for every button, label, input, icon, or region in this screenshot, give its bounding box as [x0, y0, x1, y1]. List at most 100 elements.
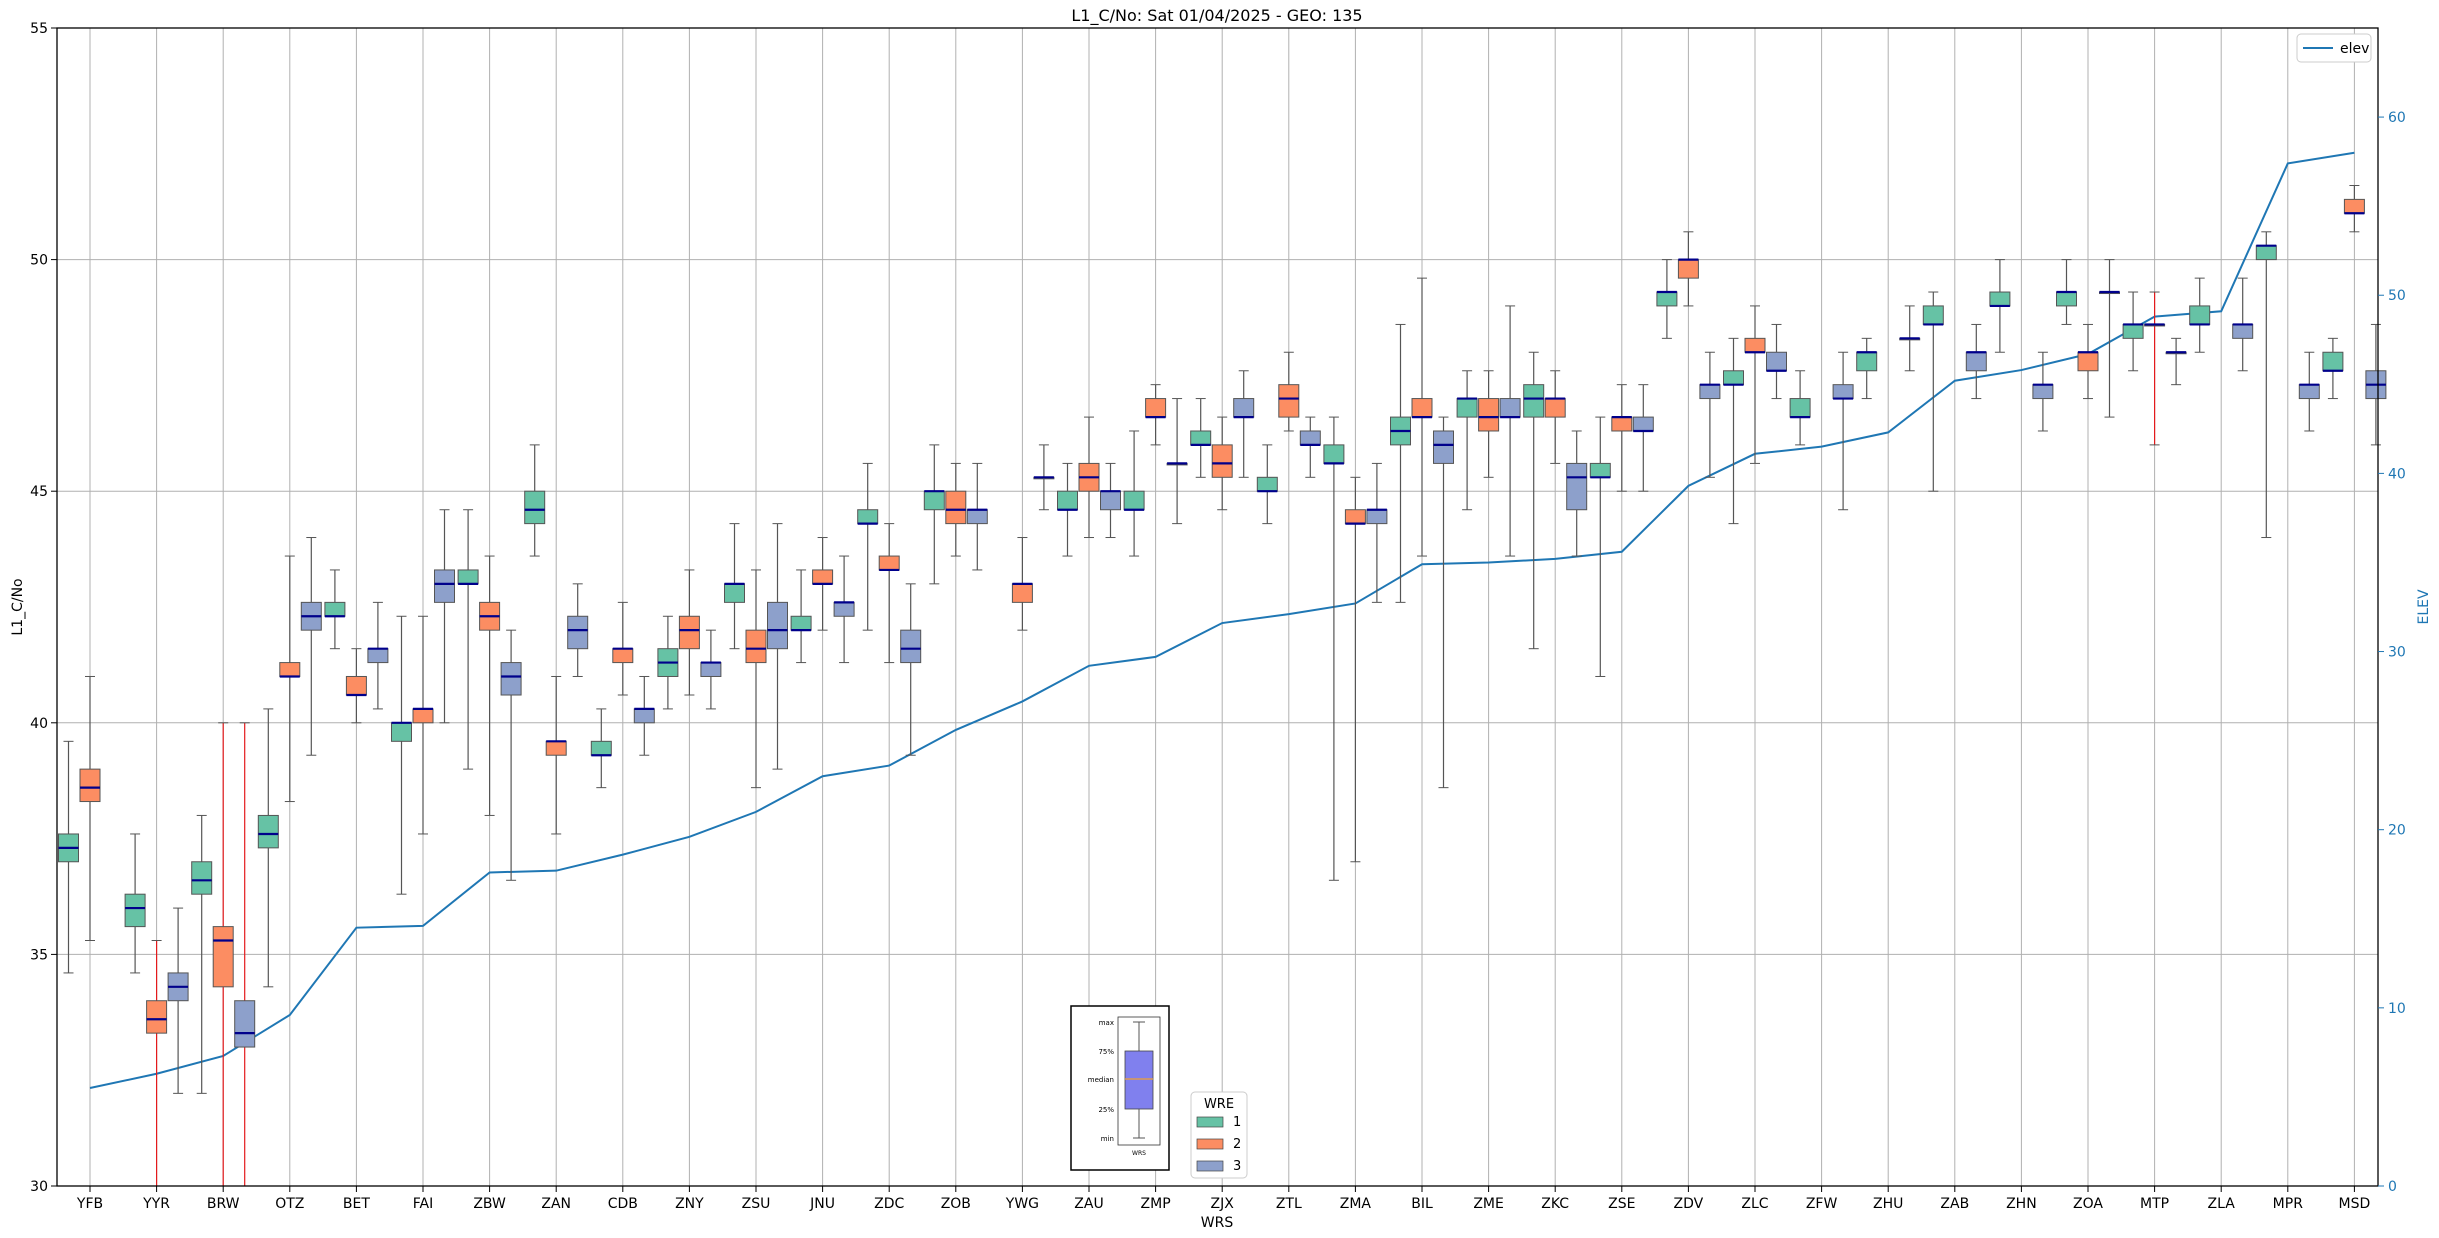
y2-axis-ticks: 0 10 20 30 40 50 60 [2378, 110, 2406, 1195]
iqr-box [500, 662, 522, 696]
box-key-inset: max 75% median 25% min WRS [1070, 1005, 1170, 1171]
x-axis-label: WRS [1201, 1215, 1234, 1231]
elev-legend-frame [2296, 33, 2372, 63]
iqr-box [1211, 444, 1233, 478]
box-wre-2 [79, 675, 101, 942]
box-wre-2 [1544, 370, 1566, 464]
y2-tick-label: 60 [2388, 110, 2406, 126]
iqr-box [1323, 444, 1345, 464]
box-wre-2 [2077, 323, 2099, 400]
y-tick-label: 30 [30, 1179, 48, 1195]
x-tick-label: YFB [76, 1196, 103, 1212]
iqr-box [191, 861, 213, 895]
box-wre-1 [724, 523, 745, 650]
box-wre-1 [2056, 259, 2077, 325]
x-tick-label: ZTL [1276, 1196, 1302, 1212]
box-wre-1 [1456, 370, 1478, 511]
x-tick-label: ZDC [874, 1196, 904, 1212]
wre-legend-frame [1190, 1091, 1248, 1179]
box-wre-3 [2365, 323, 2387, 446]
box-wre-2 [812, 537, 834, 631]
box-wre-3 [1100, 462, 1121, 539]
wre-legend-swatch-2 [1196, 1138, 1224, 1150]
x-tick-label: JNU [809, 1196, 835, 1212]
iqr-box [257, 814, 279, 849]
box-wre-1 [1123, 430, 1145, 557]
box-wre-1 [857, 462, 879, 631]
box-wre-2 [1344, 476, 1366, 863]
box-wre-2 [412, 615, 434, 835]
y-tick-label: 50 [30, 253, 48, 269]
y-tick-label: 45 [30, 484, 48, 500]
y-tick-label: 40 [30, 716, 48, 732]
iqr-box [2077, 351, 2099, 372]
box-wre-1 [790, 569, 812, 664]
box-key-label-min: min [1101, 1135, 1114, 1143]
box-wre-3 [1499, 305, 1521, 557]
iqr-box [279, 662, 301, 677]
box-wre-2 [878, 523, 900, 664]
box-wre-2 [745, 569, 767, 789]
x-tick-label: ZAN [541, 1196, 571, 1212]
chart-title: L1_C/No: Sat 01/04/2025 - GEO: 135 [1071, 6, 1362, 26]
x-tick-label: BIL [1411, 1196, 1433, 1212]
box-wre-3 [1566, 430, 1588, 557]
x-tick-label: ZOA [2073, 1196, 2103, 1212]
box-wre-1 [1523, 351, 1545, 650]
box-wre-3 [2298, 351, 2320, 432]
elev-line [89, 151, 2355, 1089]
iqr-box [1278, 384, 1300, 418]
x-tick-label: OTZ [275, 1196, 304, 1212]
x-tick-label: ZLA [2208, 1196, 2236, 1212]
x-tick-label: ZMA [1340, 1196, 1372, 1212]
box-wre-1 [391, 615, 412, 895]
iqr-box [812, 569, 834, 585]
box-wre-3 [367, 601, 389, 710]
box-wre-1 [257, 708, 279, 988]
x-tick-label: ZJX [1211, 1196, 1235, 1212]
iqr-box [1190, 430, 1212, 446]
iqr-box [1611, 416, 1633, 432]
iqr-box [1478, 398, 1500, 432]
box-wre-1 [524, 444, 546, 557]
iqr-box [457, 569, 479, 585]
iqr-box [1100, 490, 1121, 511]
iqr-box [391, 722, 412, 742]
iqr-box [678, 615, 700, 650]
x-tick-label: ZSE [1608, 1196, 1635, 1212]
box-wre-2 [1478, 370, 1500, 478]
box-key-label-q3: 75% [1098, 1048, 1114, 1056]
grid-lines [57, 27, 2378, 1187]
iqr-box [1656, 291, 1678, 307]
box-wre-3 [966, 462, 988, 571]
iqr-box [434, 569, 455, 603]
iqr-box [545, 740, 567, 756]
y-tick-label: 35 [30, 947, 48, 963]
box-wre-2 [479, 555, 501, 816]
iqr-box [2298, 384, 2320, 400]
box-wre-3 [2232, 277, 2254, 372]
box-wre-3 [1699, 351, 1721, 478]
box-wre-3 [700, 629, 722, 710]
iqr-box [1589, 462, 1611, 478]
iqr-box [700, 662, 722, 677]
iqr-box [1123, 490, 1145, 511]
y2-tick-label: 40 [2388, 466, 2406, 482]
wre-legend-title: WRE [1204, 1097, 1234, 1112]
box-wre-2 [212, 722, 234, 1187]
x-tick-label: YYR [142, 1196, 170, 1212]
iqr-box [1989, 291, 2011, 307]
box-wre-1 [1323, 416, 1345, 881]
iqr-box [234, 1000, 256, 1048]
iqr-box [878, 555, 900, 571]
x-tick-label: ZFW [1806, 1196, 1838, 1212]
box-wre-2 [345, 648, 367, 724]
box-wre-3 [1033, 444, 1055, 511]
y2-tick-label: 20 [2388, 823, 2406, 839]
iqr-box [212, 926, 234, 988]
iqr-box [900, 629, 922, 664]
iqr-box [1832, 384, 1854, 400]
iqr-box [612, 648, 634, 664]
box-wre-3 [1299, 416, 1321, 478]
